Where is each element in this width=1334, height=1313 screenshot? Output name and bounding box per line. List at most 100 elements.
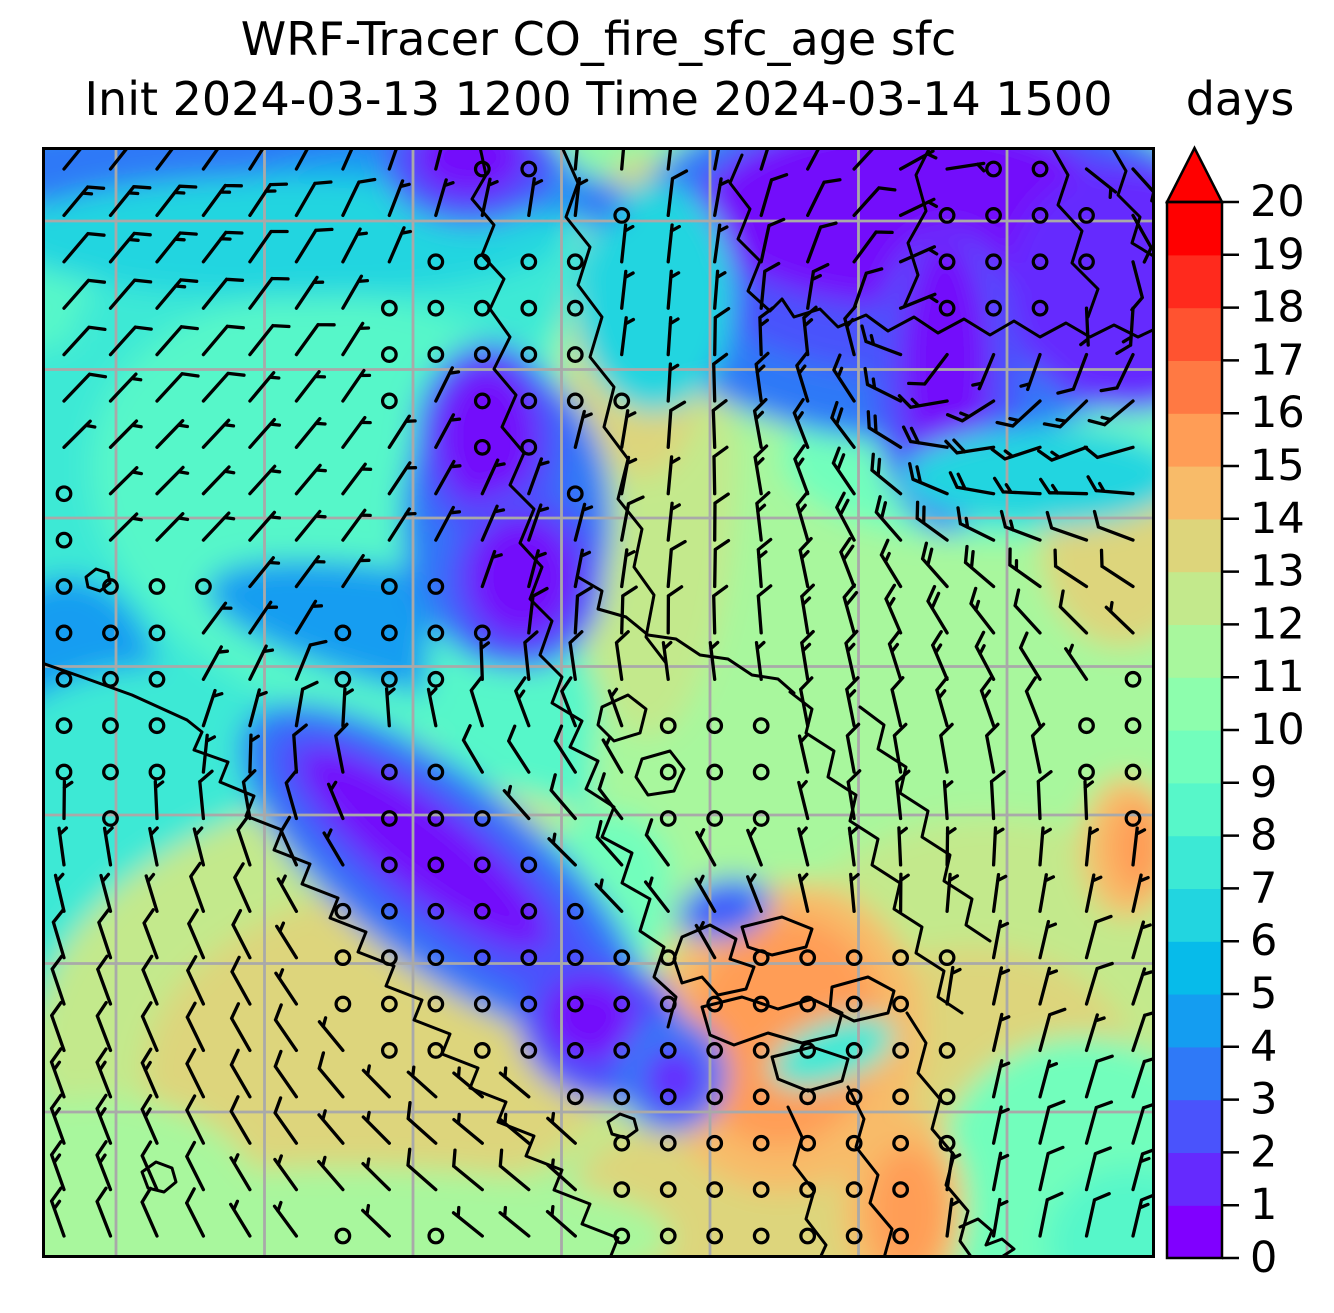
calm-wind-circle: [55, 670, 73, 688]
wind-barb: [273, 1096, 299, 1145]
wind-barb: [230, 955, 252, 1006]
wind-barbs-layer: [49, 147, 1155, 1245]
calm-wind-circle: [1031, 253, 1049, 271]
calm-wind-circle: [659, 949, 677, 967]
calm-wind-circle: [334, 1227, 352, 1245]
wind-barb: [144, 872, 159, 913]
colorbar-band-13: [1167, 518, 1222, 573]
wind-barb: [1083, 445, 1135, 460]
wind-barb: [1018, 631, 1042, 681]
calm-wind-circle: [473, 160, 491, 178]
wind-barb: [294, 147, 311, 171]
calm-wind-circle: [985, 299, 1002, 317]
colorbar-band-18: [1167, 254, 1222, 309]
plot-subtitle: Init 2024-03-13 1200 Time 2024-03-14 150…: [84, 72, 1113, 126]
calm-wind-circle: [566, 299, 584, 317]
wind-barb: [1084, 1192, 1111, 1238]
colorbar-tick-label: 6: [1250, 916, 1277, 966]
wind-barb: [108, 372, 143, 403]
calm-wind-circle: [473, 253, 491, 271]
wind-barb: [201, 230, 244, 264]
colorbar-band-3: [1167, 1046, 1222, 1101]
calm-wind-circle: [473, 624, 491, 642]
colorbar-tick-label: 13: [1250, 547, 1305, 597]
field-region-coastal-purple-2: [467, 515, 577, 639]
calm-wind-circle: [520, 438, 538, 456]
wind-barb: [507, 724, 531, 774]
wind-barb: [276, 874, 299, 913]
colorbar-band-11: [1167, 624, 1222, 678]
calm-wind-circle: [613, 1181, 631, 1199]
calm-wind-circle: [520, 299, 538, 317]
colorbar-tick-label: 18: [1250, 283, 1305, 333]
calm-wind-circle: [938, 299, 956, 317]
calm-wind-circle: [380, 810, 398, 827]
wind-barb: [971, 352, 996, 391]
wind-barb: [945, 399, 996, 423]
wind-barb: [273, 1049, 299, 1099]
calm-wind-circle: [613, 995, 631, 1013]
calm-wind-circle: [752, 1227, 770, 1245]
wind-barb: [49, 1186, 66, 1238]
wind-barb: [661, 640, 673, 681]
wind-barb: [141, 954, 159, 1006]
wind-barb: [294, 680, 319, 728]
calm-wind-circle: [1078, 206, 1095, 224]
wind-barb: [148, 826, 159, 867]
calm-wind-circle: [148, 717, 166, 735]
wind-barb: [387, 147, 399, 171]
calm-wind-circle: [706, 810, 724, 827]
field-region-diag-band-core: [299, 747, 549, 951]
calm-wind-circle: [148, 624, 166, 642]
wind-barb: [361, 1110, 391, 1145]
wind-barb: [434, 413, 462, 449]
calm-wind-circle: [1031, 206, 1049, 224]
wind-barb: [317, 1109, 345, 1145]
calm-wind-circle: [473, 299, 491, 317]
wind-barb: [1019, 352, 1042, 392]
calm-wind-circle: [473, 902, 491, 920]
calm-wind-circle: [938, 1088, 956, 1106]
wind-barb: [95, 1093, 113, 1145]
wind-barb: [752, 397, 768, 449]
wind-barb: [426, 687, 438, 728]
wind-barb: [897, 826, 908, 867]
map-border: [42, 147, 1155, 1258]
wind-barb: [62, 231, 106, 264]
wind-barb: [991, 1012, 1011, 1053]
wind-barb: [155, 512, 190, 542]
wind-barb: [317, 1155, 345, 1192]
calm-wind-circle: [1124, 717, 1142, 735]
wind-barb: [187, 908, 206, 960]
wind-barb: [229, 1199, 252, 1238]
wind-barb: [229, 1002, 252, 1053]
wind-barb: [231, 908, 252, 960]
wind-barb: [527, 503, 550, 542]
wind-barb: [153, 779, 165, 821]
wind-barb: [334, 722, 349, 774]
calm-wind-circle: [566, 253, 584, 271]
wind-barb: [844, 629, 859, 681]
wind-barb: [1030, 722, 1046, 774]
calm-wind-circle: [334, 902, 352, 920]
wind-barb: [1092, 509, 1135, 542]
wind-barb: [387, 226, 413, 264]
wind-barb: [201, 688, 224, 728]
wind-barb: [322, 828, 345, 867]
colorbar-tick-label: 11: [1250, 652, 1305, 702]
wind-barb: [248, 323, 291, 357]
wind-barb: [95, 1186, 113, 1238]
wind-barb: [108, 419, 143, 449]
calm-wind-circle: [380, 902, 398, 920]
wind-barb: [545, 1204, 577, 1238]
wind-barb: [201, 371, 246, 403]
wind-barb: [1131, 826, 1147, 867]
wind-barb: [480, 177, 499, 218]
wind-barb: [201, 511, 236, 542]
wind-barb: [341, 147, 355, 171]
wind-barb: [1084, 914, 1113, 960]
calm-wind-circle: [380, 1042, 398, 1059]
wind-barb: [1084, 167, 1118, 199]
